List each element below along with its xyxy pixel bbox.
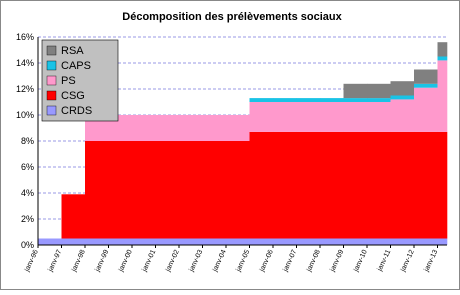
area-step xyxy=(437,42,448,57)
area-step xyxy=(155,238,180,245)
legend-label: RSA xyxy=(61,45,84,57)
area-step xyxy=(367,238,391,245)
area-step xyxy=(320,238,344,245)
area-step xyxy=(343,102,368,132)
area-step xyxy=(343,83,368,99)
area-step xyxy=(343,131,368,239)
legend-swatch xyxy=(46,90,57,101)
area-step xyxy=(226,115,250,141)
area-step xyxy=(273,102,297,132)
y-tick-label: 12% xyxy=(16,84,34,94)
area-step xyxy=(390,131,415,239)
area-step xyxy=(179,115,203,141)
y-tick-label: 6% xyxy=(21,162,34,172)
area-step xyxy=(320,131,344,239)
y-tick-label: 16% xyxy=(16,32,34,42)
area-step xyxy=(343,98,368,102)
area-step xyxy=(249,102,274,132)
y-tick-label: 4% xyxy=(21,188,34,198)
y-tick-label: 14% xyxy=(16,58,34,68)
area-step xyxy=(390,238,415,245)
area-step xyxy=(414,87,438,132)
area-step xyxy=(155,141,180,239)
area-step xyxy=(367,98,391,102)
area-step xyxy=(296,238,321,245)
legend-swatch xyxy=(46,75,57,86)
area-step xyxy=(343,238,368,245)
area-step xyxy=(132,238,156,245)
area-step xyxy=(296,131,321,239)
area-step xyxy=(132,115,156,141)
area-step xyxy=(367,102,391,132)
area-step xyxy=(61,194,86,239)
area-step xyxy=(414,83,438,88)
y-tick-label: 10% xyxy=(16,110,34,120)
area-step xyxy=(437,56,448,61)
area-step xyxy=(320,98,344,102)
area-step xyxy=(249,131,274,239)
area-step xyxy=(437,60,448,132)
area-step xyxy=(414,238,438,245)
area-step xyxy=(85,141,109,239)
area-step xyxy=(38,238,62,245)
area-step xyxy=(437,238,448,245)
area-step xyxy=(273,98,297,102)
area-step xyxy=(249,98,274,102)
y-tick-label: 2% xyxy=(21,214,34,224)
area-step xyxy=(179,141,203,239)
area-step xyxy=(85,115,109,141)
area-step xyxy=(226,141,250,239)
area-step xyxy=(414,69,438,84)
area-step xyxy=(179,238,203,245)
legend-label: CRDS xyxy=(61,105,92,117)
y-tick-label: 8% xyxy=(21,136,34,146)
area-step xyxy=(108,115,133,141)
area-step xyxy=(390,95,415,100)
area-step xyxy=(414,131,438,239)
area-step xyxy=(273,238,297,245)
y-tick-label: 0% xyxy=(21,240,34,250)
area-step xyxy=(296,102,321,132)
area-step xyxy=(296,98,321,102)
area-step xyxy=(132,141,156,239)
area-step xyxy=(273,131,297,239)
area-step xyxy=(226,238,250,245)
area-step xyxy=(390,99,415,132)
area-step xyxy=(249,238,274,245)
area-step xyxy=(202,238,227,245)
legend-label: CSG xyxy=(61,90,85,102)
chart-title: Décomposition des prélèvements sociaux xyxy=(122,11,342,23)
area-step xyxy=(155,115,180,141)
area-step xyxy=(367,83,391,99)
area-step xyxy=(202,141,227,239)
legend-label: CAPS xyxy=(61,60,91,72)
legend-swatch xyxy=(46,45,57,56)
area-step xyxy=(437,131,448,239)
legend-swatch xyxy=(46,60,57,71)
area-step xyxy=(320,102,344,132)
area-step xyxy=(367,131,391,239)
area-step xyxy=(390,81,415,96)
area-step xyxy=(108,238,133,245)
area-step xyxy=(108,141,133,239)
area-step xyxy=(61,238,86,245)
legend-swatch xyxy=(46,105,57,116)
area-step xyxy=(85,238,109,245)
legend-label: PS xyxy=(61,75,76,87)
area-step xyxy=(202,115,227,141)
